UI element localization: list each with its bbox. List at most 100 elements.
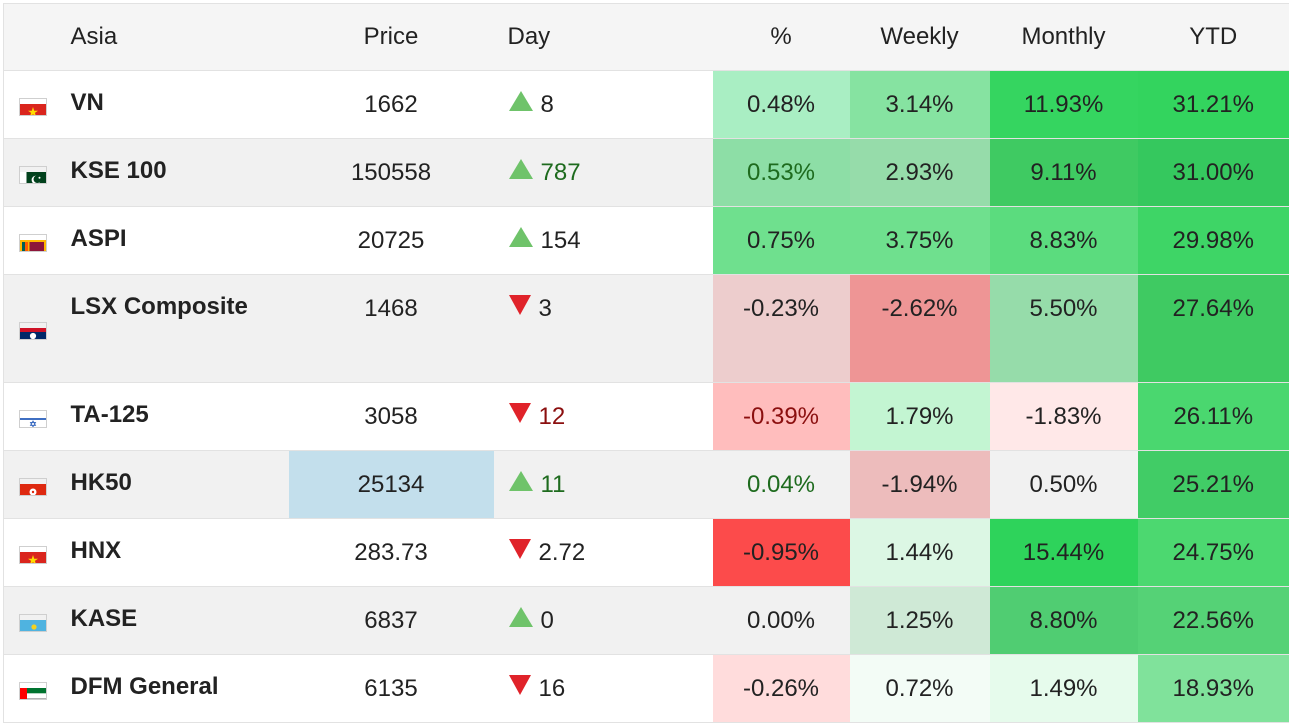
- day-change-value: 16: [539, 675, 566, 702]
- up-arrow-icon: [509, 227, 533, 247]
- monthly-change: -1.83%: [990, 383, 1138, 451]
- ytd-change: 24.75%: [1138, 519, 1289, 587]
- table-header-row: Asia Price Day % Weekly Monthly YTD: [4, 4, 1289, 71]
- weekly-change: 3.14%: [850, 71, 990, 139]
- weekly-change: -2.62%: [850, 275, 990, 383]
- ytd-change: 25.21%: [1138, 451, 1289, 519]
- day-change-value: 2.72: [539, 539, 586, 566]
- uae-flag-icon: [19, 682, 47, 700]
- sri-lanka-flag-icon: [19, 234, 47, 252]
- day-change: 787: [494, 139, 713, 207]
- vietnam-flag-icon: [19, 546, 47, 564]
- up-arrow-icon: [509, 159, 533, 179]
- ytd-column-header[interactable]: YTD: [1138, 4, 1289, 71]
- ytd-change: 22.56%: [1138, 587, 1289, 655]
- price-value: 1662: [289, 71, 494, 139]
- flag-cell: [4, 275, 71, 383]
- price-column-header[interactable]: Price: [289, 4, 494, 71]
- table-row-hk50[interactable]: HK50 25134 11 0.04% -1.94% 0.50% 25.21%: [4, 451, 1289, 519]
- weekly-change: 2.93%: [850, 139, 990, 207]
- day-change: 0: [494, 587, 713, 655]
- index-name[interactable]: HNX: [71, 519, 289, 587]
- flag-cell: [4, 71, 71, 139]
- price-value: 1468: [289, 275, 494, 383]
- laos-flag-icon: [19, 322, 47, 340]
- ytd-change: 18.93%: [1138, 655, 1289, 723]
- weekly-change: 3.75%: [850, 207, 990, 275]
- flag-cell: [4, 139, 71, 207]
- index-name[interactable]: ASPI: [71, 207, 289, 275]
- day-change: 12: [494, 383, 713, 451]
- monthly-change: 1.49%: [990, 655, 1138, 723]
- percent-change: 0.53%: [713, 139, 850, 207]
- percent-change: 0.04%: [713, 451, 850, 519]
- kazakhstan-flag-icon: [19, 614, 47, 632]
- hong-kong-flag-icon: [19, 478, 47, 496]
- index-name[interactable]: VN: [71, 71, 289, 139]
- weekly-change: 1.44%: [850, 519, 990, 587]
- weekly-column-header[interactable]: Weekly: [850, 4, 990, 71]
- price-value: 150558: [289, 139, 494, 207]
- down-arrow-icon: [509, 295, 531, 315]
- up-arrow-icon: [509, 91, 533, 111]
- ytd-change: 26.11%: [1138, 383, 1289, 451]
- percent-change: 0.75%: [713, 207, 850, 275]
- price-value: 20725: [289, 207, 494, 275]
- index-name[interactable]: HK50: [71, 451, 289, 519]
- day-change: 2.72: [494, 519, 713, 587]
- index-name[interactable]: DFM General: [71, 655, 289, 723]
- table-row-kse-100[interactable]: KSE 100 150558 787 0.53% 2.93% 9.11% 31.…: [4, 139, 1289, 207]
- index-name[interactable]: KSE 100: [71, 139, 289, 207]
- price-value: 6135: [289, 655, 494, 723]
- flag-cell: [4, 207, 71, 275]
- table-row-ta-125[interactable]: TA-125 3058 12 -0.39% 1.79% -1.83% 26.11…: [4, 383, 1289, 451]
- index-name[interactable]: LSX Composite: [71, 275, 289, 383]
- percent-change: 0.00%: [713, 587, 850, 655]
- day-change-value: 787: [541, 159, 581, 186]
- flag-cell: [4, 451, 71, 519]
- table-row-kase[interactable]: KASE 6837 0 0.00% 1.25% 8.80% 22.56%: [4, 587, 1289, 655]
- table-row-dfm-general[interactable]: DFM General 6135 16 -0.26% 0.72% 1.49% 1…: [4, 655, 1289, 723]
- price-value: 3058: [289, 383, 494, 451]
- monthly-change: 8.80%: [990, 587, 1138, 655]
- percent-change: -0.95%: [713, 519, 850, 587]
- monthly-change: 8.83%: [990, 207, 1138, 275]
- down-arrow-icon: [509, 403, 531, 423]
- price-value: 6837: [289, 587, 494, 655]
- index-name[interactable]: KASE: [71, 587, 289, 655]
- day-change: 16: [494, 655, 713, 723]
- day-change-value: 154: [541, 227, 581, 254]
- monthly-change: 5.50%: [990, 275, 1138, 383]
- weekly-change: 1.79%: [850, 383, 990, 451]
- day-change-value: 3: [539, 295, 552, 322]
- day-change: 3: [494, 275, 713, 383]
- index-name[interactable]: TA-125: [71, 383, 289, 451]
- monthly-change: 0.50%: [990, 451, 1138, 519]
- price-value: 283.73: [289, 519, 494, 587]
- pakistan-flag-icon: [19, 166, 47, 184]
- down-arrow-icon: [509, 675, 531, 695]
- day-change-value: 8: [541, 91, 554, 118]
- weekly-change: -1.94%: [850, 451, 990, 519]
- table-row-hnx[interactable]: HNX 283.73 2.72 -0.95% 1.44% 15.44% 24.7…: [4, 519, 1289, 587]
- price-value: 25134: [289, 451, 494, 519]
- ytd-change: 29.98%: [1138, 207, 1289, 275]
- table-row-lsx-composite[interactable]: LSX Composite 1468 3 -0.23% -2.62% 5.50%…: [4, 275, 1289, 383]
- percent-change: -0.23%: [713, 275, 850, 383]
- flag-cell: [4, 383, 71, 451]
- ytd-change: 27.64%: [1138, 275, 1289, 383]
- monthly-change: 15.44%: [990, 519, 1138, 587]
- table-row-aspi[interactable]: ASPI 20725 154 0.75% 3.75% 8.83% 29.98%: [4, 207, 1289, 275]
- day-change-value: 0: [541, 607, 554, 634]
- percent-change: 0.48%: [713, 71, 850, 139]
- percent-change: -0.26%: [713, 655, 850, 723]
- ytd-change: 31.00%: [1138, 139, 1289, 207]
- day-change: 11: [494, 451, 713, 519]
- down-arrow-icon: [509, 539, 531, 559]
- day-column-header[interactable]: Day: [494, 4, 713, 71]
- percent-column-header[interactable]: %: [713, 4, 850, 71]
- table-row-vn[interactable]: VN 1662 8 0.48% 3.14% 11.93% 31.21%: [4, 71, 1289, 139]
- up-arrow-icon: [509, 471, 533, 491]
- region-column-header[interactable]: Asia: [71, 4, 289, 71]
- monthly-column-header[interactable]: Monthly: [990, 4, 1138, 71]
